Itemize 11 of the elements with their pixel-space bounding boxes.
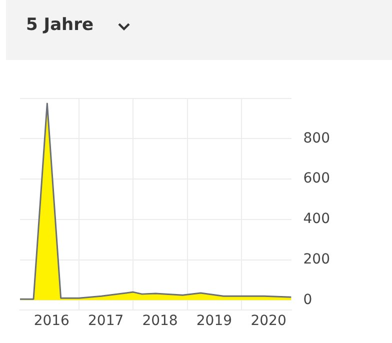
- y-tick-label: 600: [303, 170, 330, 187]
- y-tick-label: 0: [303, 292, 312, 308]
- y-tick-label: 400: [303, 211, 330, 228]
- x-tick-label: 2019: [196, 313, 232, 330]
- chart-title: 5 Jahre: [26, 15, 94, 35]
- x-tick-label: 2016: [34, 313, 70, 330]
- x-tick-label: 2017: [88, 313, 124, 330]
- y-tick-label: 200: [303, 251, 330, 268]
- x-tick-label: 2020: [250, 313, 286, 330]
- y-tick-label: 800: [303, 130, 330, 146]
- x-tick-label: 2018: [142, 313, 178, 330]
